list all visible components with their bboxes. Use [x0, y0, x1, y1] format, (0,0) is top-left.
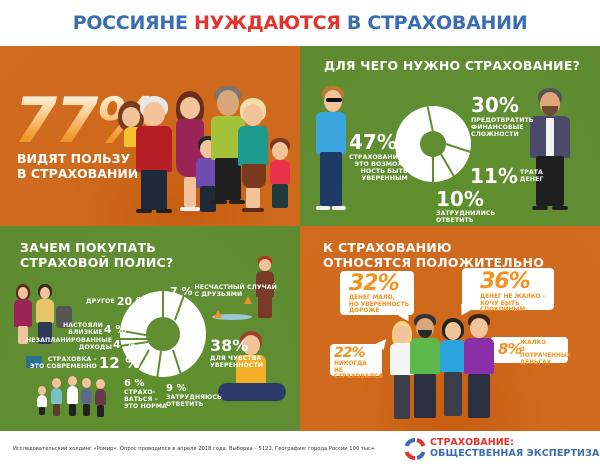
stat-47: 47% СТРАХОВАНИЕ – ЭТО ВОЗМОЖ- НОСТЬ БЫТЬ… [349, 130, 408, 182]
stroller-icon [56, 306, 72, 328]
logo-text-line1: СТРАХОВАНИЕ: [430, 437, 514, 448]
benefit-caption: ВИДЯТ ПОЛЬЗУ В СТРАХОВАНИИ [17, 151, 138, 181]
stat-accident-7: 7 % НЕСЧАСТНЫЙ СЛУЧАЙ С ДРУЗЬЯМИ [170, 284, 278, 298]
stat-other-20: ДРУГОЕ 20 % [86, 295, 148, 308]
title-accent: НУЖДАЮТСЯ [193, 12, 341, 34]
footer: Исследовательский холдинг «Ромир». Опрос… [0, 431, 600, 469]
logo-text-line2: ОБЩЕСТВЕННАЯ ЭКСПЕРТИЗА [430, 448, 600, 459]
stat-relatives-4: НАСТОЯЛИ БЛИЗКИЕ 4 % [63, 322, 127, 336]
speech-bubble-32: 32% ДЕНЕГ МАЛО, НО УВЕРЕННОСТЬ ДОРОЖЕ [340, 271, 414, 315]
stat-11: 11% ТРАТА ДЕНЕГ [470, 164, 544, 188]
traffic-cone-icon [244, 296, 252, 304]
speech-bubble-22: 22% НИКОГДА НЕ СТРАХОВАЛСЯ [330, 344, 383, 380]
wallet-icon [26, 356, 42, 368]
sunglasses-icon [326, 98, 342, 102]
section-title: ДЛЯ ЧЕГО НУЖНО СТРАХОВАНИЕ? [324, 58, 581, 73]
stat-unplanned-4: НЕЗАПЛАНИРОВАННЫЕ ДОХОДЫ 4 % [26, 337, 136, 351]
page-title: РОССИЯНЕ НУЖДАЮТСЯ В СТРАХОВАНИИ [0, 0, 600, 46]
section-why-needed: ДЛЯ ЧЕГО НУЖНО СТРАХОВАНИЕ? 47% СТРАХОВА… [300, 46, 600, 226]
header: РОССИЯНЕ НУЖДАЮТСЯ В СТРАХОВАНИИ [0, 0, 600, 46]
footer-source-note: Исследовательский холдинг «Ромир». Опрос… [13, 446, 376, 452]
stat-30: 30% ПРЕДОТВРАТИТЬ ФИНАНСОВЫЕ СЛОЖНОСТИ [471, 93, 534, 138]
benefit-caption-line1: ВИДЯТ ПОЛЬЗУ [17, 151, 131, 166]
stat-undecided-9: 9 % ЗАТРУДНЯЮСЬ ОТВЕТИТЬ [166, 383, 222, 408]
stat-norm-6: 6 % СТРАХО- ВАТЬСЯ – ЭТО НОРМА [124, 378, 167, 410]
section-attitude: К СТРАХОВАНИЮ ОТНОСЯТСЯ ПОЛОЖИТЕЛЬНО 32%… [300, 226, 600, 431]
speech-bubble-8: 8% ЖАЛКО О ПОТРАЧЕННЫХ ДЕНЬГАХ [490, 337, 571, 366]
title-part-2: В СТРАХОВАНИИ [340, 12, 528, 34]
section-why-buy: ЗАЧЕМ ПОКУПАТЬ СТРАХОВОЙ ПОЛИС? [0, 226, 300, 431]
section-benefit: 77% ВИДЯТ ПОЛЬЗУ В СТРАХОВАНИИ [0, 46, 300, 226]
title-part-1: РОССИЯНЕ [72, 12, 194, 34]
section-title: К СТРАХОВАНИЮ ОТНОСЯТСЯ ПОЛОЖИТЕЛЬНО [323, 240, 545, 270]
logo-icon [404, 438, 426, 460]
speech-bubble-36: 36% ДЕНЕГ НЕ ЖАЛКО – ХОЧУ БЫТЬ СПОКОЙНЫМ [462, 268, 554, 313]
stat-confidence-38: 38% ДЛЯ ЧУВСТВА УВЕРЕННОСТИ [210, 336, 264, 370]
benefit-caption-line2: В СТРАХОВАНИИ [17, 166, 139, 181]
stat-10: 10% ЗАТРУДНИЛИСЬ ОТВЕТИТЬ [436, 187, 496, 224]
section-title: ЗАЧЕМ ПОКУПАТЬ СТРАХОВОЙ ПОЛИС? [20, 240, 174, 270]
traffic-cone-icon [214, 310, 222, 318]
stat-modern-12: СТРАХОВКА – ЭТО СОВРЕМЕННО 12 % [30, 354, 140, 372]
manhole-icon [212, 314, 252, 320]
